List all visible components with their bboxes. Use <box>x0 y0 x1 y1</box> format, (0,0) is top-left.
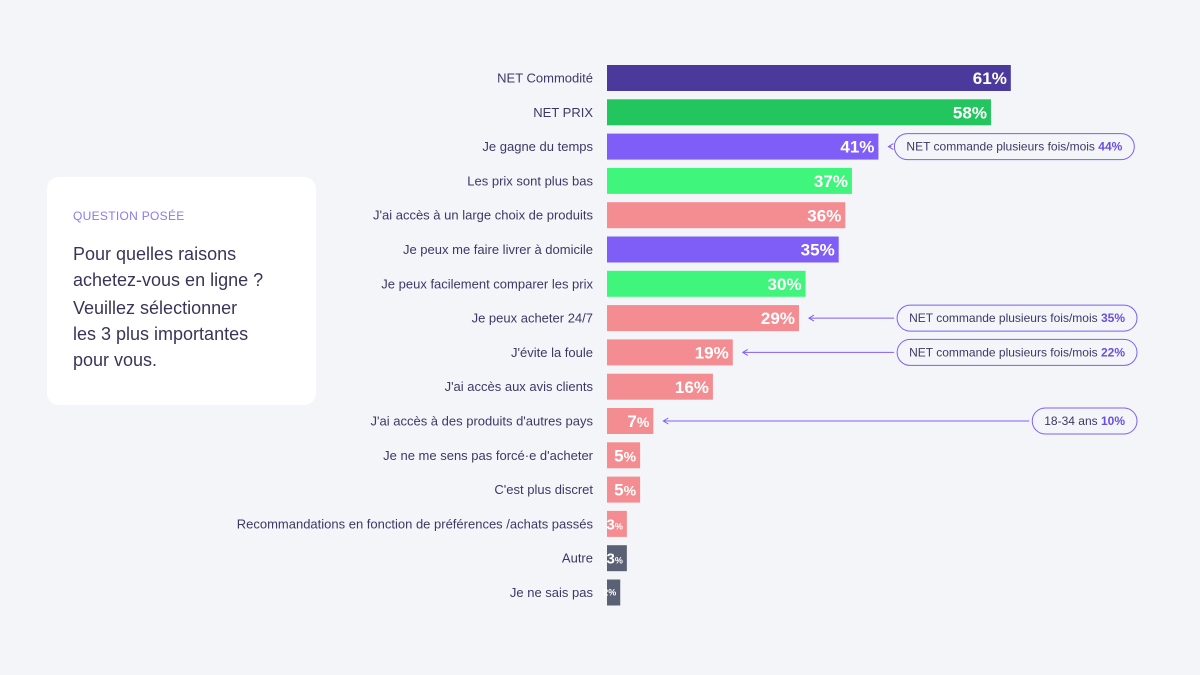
bar-value-label: 35% <box>801 241 835 260</box>
bar <box>607 476 641 503</box>
category-label: Je ne sais pas <box>510 585 594 600</box>
bar <box>607 510 627 537</box>
annotation-pill <box>896 304 1138 332</box>
bar-value-label: 41% <box>840 138 874 157</box>
annotation-arrow-icon <box>887 143 894 151</box>
question-instruction: Veuillez sélectionner les 3 plus importa… <box>73 298 249 370</box>
category-label: C'est plus discret <box>494 482 593 497</box>
bar-value-label: 7% <box>627 412 649 431</box>
category-label: NET PRIX <box>533 105 593 120</box>
category-label: Recommandations en fonction de préférenc… <box>237 516 594 531</box>
annotation-arrow-icon <box>808 314 815 322</box>
question-text: Pour quelles raisons achetez-vous en lig… <box>73 244 264 290</box>
bar-value-label: 19% <box>695 344 729 363</box>
question-card: QUESTION POSÉE Pour quelles raisons ache… <box>47 177 316 405</box>
category-label: Je peux me faire livrer à domicile <box>403 242 593 257</box>
bar <box>607 202 846 229</box>
annotation-text: NET commande plusieurs fois/mois 22% <box>909 345 1125 359</box>
bar <box>607 305 799 332</box>
question-kicker: QUESTION POSÉE <box>73 209 185 223</box>
bar <box>607 65 1011 91</box>
category-label: Les prix sont plus bas <box>467 173 593 188</box>
bar-group: Je peux facilement comparer les prix 30% <box>381 270 806 297</box>
bar-group: J'ai accès aux avis clients 16% <box>445 373 713 400</box>
bar <box>607 545 627 572</box>
bar-value-label: 3% <box>607 516 623 533</box>
annotation-text: NET commande plusieurs fois/mois 35% <box>909 311 1125 325</box>
bar-group: C'est plus discret 5% <box>494 476 641 503</box>
bar-value-label: 3% <box>607 551 623 568</box>
bar <box>607 442 641 469</box>
bar-value-label: 29% <box>761 309 795 328</box>
category-label: J'ai accès aux avis clients <box>445 379 594 394</box>
category-label: J'évite la foule <box>511 345 593 360</box>
annotation-arrow-icon <box>662 417 669 425</box>
bar-value-label: 58% <box>953 103 987 122</box>
annotation-arrow-icon <box>741 348 749 356</box>
bar-group: Je gagne du temps 41% <box>482 133 879 160</box>
bar <box>607 579 621 606</box>
bar <box>607 270 806 297</box>
bar-value-label: 5% <box>614 481 636 500</box>
bar-group: Les prix sont plus bas 37% <box>467 167 852 194</box>
bar-group: Je ne me sens pas forcé·e d'acheter 5% <box>383 442 641 469</box>
bar-group: J'ai accès à des produits d'autres pays 7… <box>371 408 654 434</box>
bar <box>607 99 991 126</box>
annotation-callout: NET commande plusieurs fois/mois 44% <box>887 133 1135 161</box>
bar-group: J'ai accès à un large choix de produits 3… <box>373 202 846 229</box>
annotation-callout: 18-34 ans 10% <box>662 407 1138 435</box>
bar-value-label: 30% <box>768 275 802 294</box>
bar-group: Autre 3% <box>562 545 627 572</box>
annotation-pill <box>1031 407 1138 435</box>
bar-group: J'évite la foule 19% <box>511 339 733 366</box>
category-label: J'ai accès à un large choix de produits <box>373 208 593 223</box>
annotation-callout: NET commande plusieurs fois/mois 35% <box>808 304 1138 332</box>
bar-group: Je peux acheter 24/7 29% <box>472 305 799 332</box>
bar-group: NET PRIX 58% <box>533 99 991 126</box>
bar-value-label: 2% <box>603 588 616 598</box>
category-label: Je peux facilement comparer les prix <box>381 276 593 291</box>
category-label: Je ne me sens pas forcé·e d'acheter <box>383 448 594 463</box>
bar <box>607 373 713 400</box>
bar-value-label: 36% <box>807 206 841 225</box>
bar-group: NET Commodité 61% <box>497 65 1011 91</box>
annotation-text: 18-34 ans 10% <box>1044 414 1125 428</box>
bar <box>607 236 839 263</box>
bar <box>607 408 654 434</box>
annotation-callout: NET commande plusieurs fois/mois 22% <box>741 338 1138 366</box>
bar-group: Je ne sais pas 2% <box>510 579 621 606</box>
bar-value-label: 16% <box>675 378 709 397</box>
annotation-pill <box>893 133 1135 161</box>
bar-value-label: 61% <box>973 69 1007 88</box>
bar-group: Je peux me faire livrer à domicile 35% <box>403 236 839 263</box>
annotation-text: NET commande plusieurs fois/mois 44% <box>906 140 1122 154</box>
bar <box>607 133 879 160</box>
annotation-pill <box>896 338 1138 366</box>
bar <box>607 167 852 194</box>
category-label: Autre <box>562 551 593 566</box>
category-label: Je peux acheter 24/7 <box>472 311 593 326</box>
bar <box>607 339 733 366</box>
category-label: Je gagne du temps <box>482 139 593 154</box>
category-label: NET Commodité <box>497 71 593 86</box>
bar-group: Recommandations en fonction de préférenc… <box>237 510 627 537</box>
category-label: J'ai accès à des produits d'autres pays <box>371 414 594 429</box>
bar-value-label: 37% <box>814 172 848 191</box>
bar-value-label: 5% <box>614 446 636 465</box>
